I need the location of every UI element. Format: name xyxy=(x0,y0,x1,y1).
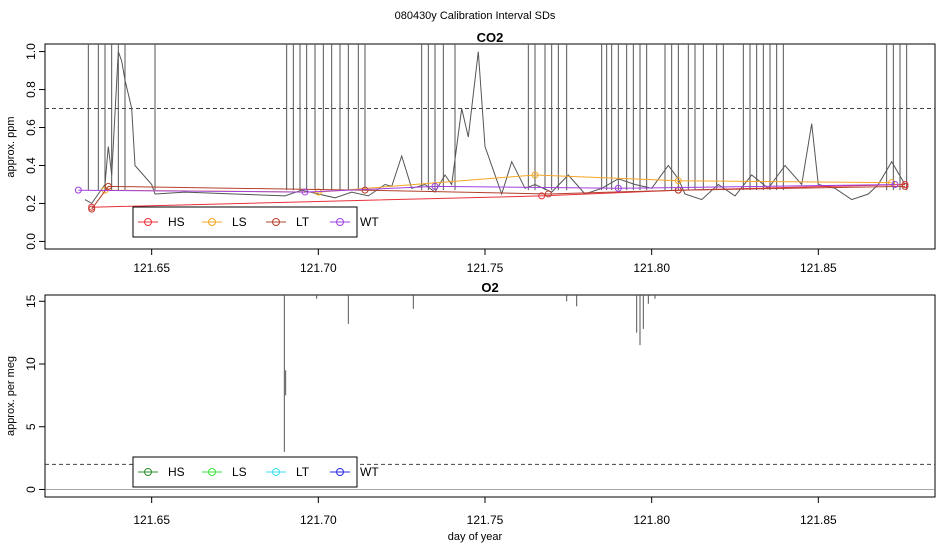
legend-label: LS xyxy=(232,215,247,229)
series-point-hs xyxy=(538,192,546,200)
legend-marker xyxy=(336,468,344,476)
legend-label: LS xyxy=(232,465,247,479)
series-point-lt xyxy=(361,186,369,194)
legend-marker xyxy=(336,218,344,226)
legend-box xyxy=(132,206,358,238)
co2-panel: CO2 approx. ppm 121.65 121.70 121.75 121.80… xyxy=(5,30,936,275)
co2-panel-title: CO2 xyxy=(477,30,504,45)
series-point-wt xyxy=(74,186,82,194)
series-point-wt xyxy=(431,182,439,190)
series-point-lt xyxy=(104,182,112,190)
legend-marker xyxy=(144,218,152,226)
x-tick-label: 121.65 xyxy=(133,513,170,527)
x-tick-label: 121.85 xyxy=(800,513,837,527)
y-tick-label: 0.4 xyxy=(24,157,38,174)
y-tick-label: 0.2 xyxy=(24,195,38,212)
y-tick-label: 0.6 xyxy=(24,119,38,136)
series-point-lt xyxy=(901,182,909,190)
o2-y-ticks: 0 5 10 15 xyxy=(24,294,45,493)
x-axis-label: day of year xyxy=(448,531,503,543)
series-point-ls xyxy=(674,177,682,185)
x-tick-label: 121.65 xyxy=(133,261,170,275)
series-point-ls xyxy=(888,179,896,187)
co2-y-axis-label: approx. ppm xyxy=(5,116,17,177)
series-point-wt xyxy=(891,180,899,188)
series-point-lt xyxy=(88,205,96,213)
series-point-lt xyxy=(544,190,552,198)
co2-legend: HS LS LT WT xyxy=(132,206,379,238)
o2-y-axis-label: approx. per meg xyxy=(5,356,17,436)
x-tick-label: 121.80 xyxy=(633,513,670,527)
o2-panel-title: O2 xyxy=(481,280,498,295)
co2-y-ticks: 0.0 0.2 0.4 0.6 0.8 1.0 xyxy=(24,43,45,250)
o2-panel: O2 approx. per meg day of year 121.65 121… xyxy=(5,280,936,543)
legend-box xyxy=(132,456,358,488)
x-tick-label: 121.85 xyxy=(800,261,837,275)
y-tick-label: 5 xyxy=(24,423,38,430)
legend-marker xyxy=(272,468,280,476)
co2-x-ticks: 121.65 121.70 121.75 121.80 121.85 xyxy=(133,249,837,275)
legend-label: WT xyxy=(360,465,379,479)
y-tick-label: 0.0 xyxy=(24,233,38,250)
x-tick-label: 121.70 xyxy=(300,513,337,527)
series-point-wt xyxy=(614,184,622,192)
series-line-hs xyxy=(91,184,906,208)
x-tick-label: 121.75 xyxy=(467,261,504,275)
series-point-hs xyxy=(88,203,96,211)
x-tick-label: 121.75 xyxy=(467,513,504,527)
legend-marker xyxy=(272,218,280,226)
y-tick-label: 0 xyxy=(24,486,38,493)
legend-label: HS xyxy=(168,215,185,229)
x-tick-label: 121.70 xyxy=(300,261,337,275)
y-tick-label: 1.0 xyxy=(24,43,38,60)
y-tick-label: 0.8 xyxy=(24,81,38,98)
o2-legend: HS LS LT WT xyxy=(132,456,379,488)
legend-marker xyxy=(144,468,152,476)
legend-label: HS xyxy=(168,465,185,479)
series-point-wt xyxy=(301,188,309,196)
legend-marker xyxy=(208,468,216,476)
legend-label: WT xyxy=(360,215,379,229)
series-line-wt xyxy=(78,184,896,193)
co2-plot-frame xyxy=(44,43,936,250)
x-tick-label: 121.80 xyxy=(633,261,670,275)
co2-data-marks xyxy=(45,44,935,213)
series-point-ls xyxy=(531,171,539,179)
o2-plot-frame xyxy=(44,294,936,498)
legend-label: LT xyxy=(296,215,310,229)
co2-sd-trace xyxy=(84,51,906,205)
legend-label: LT xyxy=(296,465,310,479)
o2-x-ticks: 121.65 121.70 121.75 121.80 121.85 xyxy=(133,497,837,527)
y-tick-label: 10 xyxy=(24,357,38,371)
figure-title: 080430y Calibration Interval SDs xyxy=(395,10,556,22)
series-point-hs xyxy=(901,180,909,188)
legend-marker xyxy=(208,218,216,226)
y-tick-label: 15 xyxy=(24,294,38,308)
